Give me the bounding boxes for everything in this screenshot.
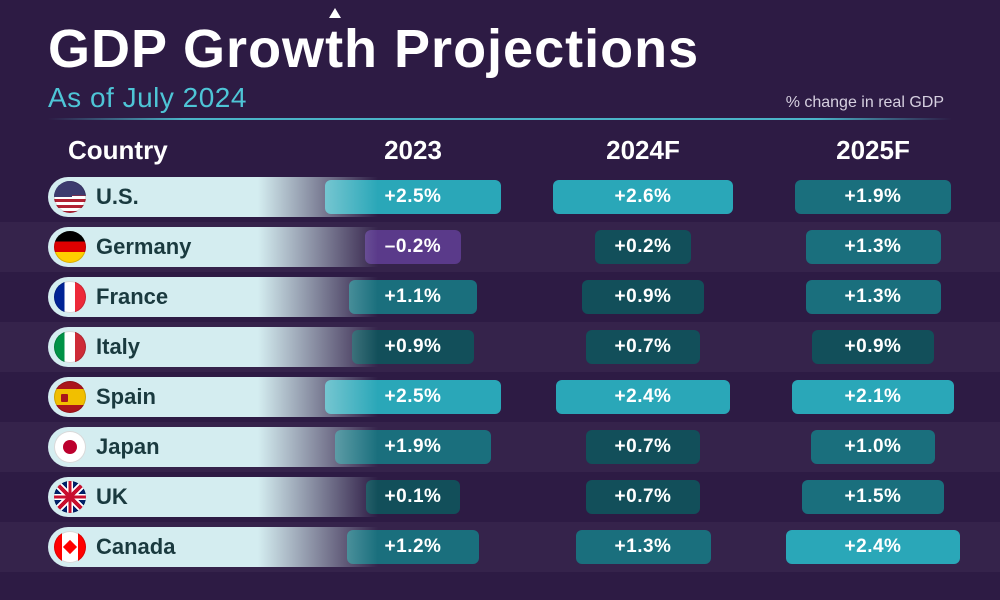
value-pill: +0.7%	[586, 430, 700, 464]
country-name: Spain	[96, 384, 156, 410]
value-cell: +0.9%	[528, 280, 758, 314]
value-pill: +1.3%	[806, 230, 941, 264]
value-cell: +0.7%	[528, 480, 758, 514]
table-row: Italy+0.9%+0.7%+0.9%	[0, 322, 1000, 372]
country-cell: Spain	[48, 377, 258, 417]
value-pill: +0.7%	[586, 480, 700, 514]
country-name: Japan	[96, 434, 160, 460]
value-pill: +0.2%	[595, 230, 692, 264]
table-row: Canada+1.2%+1.3%+2.4%	[0, 522, 1000, 572]
value-cell: +0.7%	[528, 430, 758, 464]
value-cell: +1.5%	[758, 480, 988, 514]
table-body: U.S.+2.5%+2.6%+1.9%Germany–0.2%+0.2%+1.3…	[0, 172, 1000, 572]
es-flag-icon	[54, 381, 86, 413]
value-pill: –0.2%	[365, 230, 462, 264]
subtitle-row: As of July 2024 % change in real GDP	[0, 80, 1000, 114]
col-2024f: 2024F	[528, 135, 758, 166]
table-row: Spain+2.5%+2.4%+2.1%	[0, 372, 1000, 422]
note: % change in real GDP	[786, 94, 944, 112]
value-cell: +1.0%	[758, 430, 988, 464]
country-name: U.S.	[96, 184, 139, 210]
value-cell: +0.9%	[758, 330, 988, 364]
fr-flag-icon	[54, 281, 86, 313]
value-pill: +2.4%	[556, 380, 729, 414]
title-text-pre: GDP Grow	[48, 19, 325, 79]
country-name: UK	[96, 484, 128, 510]
country-cell: France	[48, 277, 258, 317]
value-pill: +1.3%	[806, 280, 941, 314]
jp-flag-icon	[54, 431, 86, 463]
subtitle: As of July 2024	[48, 82, 247, 114]
value-cell: +2.4%	[758, 530, 988, 564]
value-pill: +1.9%	[795, 180, 951, 214]
table-header: Country 2023 2024F 2025F	[0, 128, 1000, 172]
country-name: Italy	[96, 334, 140, 360]
value-pill: +0.1%	[366, 480, 459, 514]
value-cell: +1.3%	[528, 530, 758, 564]
country-cell: Germany	[48, 227, 258, 267]
col-2025f: 2025F	[758, 135, 988, 166]
table-row: UK +0.1% +0.7% +1.5%	[0, 472, 1000, 522]
value-cell: +1.9%	[758, 180, 988, 214]
value-pill: +0.9%	[582, 280, 703, 314]
it-flag-icon	[54, 331, 86, 363]
title-arrow-letter: t	[325, 18, 344, 80]
country-cell: Canada	[48, 527, 258, 567]
col-2023: 2023	[298, 135, 528, 166]
page-title: GDP Growth Projections	[0, 0, 1000, 80]
us-flag-icon	[54, 181, 86, 213]
table-row: France+1.1%+0.9%+1.3%	[0, 272, 1000, 322]
value-cell: +2.6%	[528, 180, 758, 214]
divider	[48, 118, 952, 120]
value-pill: +1.0%	[811, 430, 936, 464]
value-cell: +0.7%	[528, 330, 758, 364]
country-cell: Japan	[48, 427, 258, 467]
country-name: Germany	[96, 234, 191, 260]
value-cell: +2.4%	[528, 380, 758, 414]
country-cell: Italy	[48, 327, 258, 367]
value-pill: +2.4%	[786, 530, 959, 564]
value-pill: +2.1%	[792, 380, 955, 414]
value-pill: +2.6%	[553, 180, 733, 214]
value-cell: +2.1%	[758, 380, 988, 414]
value-pill: +0.9%	[812, 330, 933, 364]
title-text-post: h Projections	[344, 19, 699, 79]
value-pill: +1.3%	[576, 530, 711, 564]
table-row: U.S.+2.5%+2.6%+1.9%	[0, 172, 1000, 222]
value-pill: +1.5%	[802, 480, 944, 514]
col-country: Country	[48, 135, 298, 166]
value-cell: +1.3%	[758, 280, 988, 314]
value-cell: +1.3%	[758, 230, 988, 264]
country-cell: U.S.	[48, 177, 258, 217]
gdp-table: Country 2023 2024F 2025F U.S.+2.5%+2.6%+…	[0, 128, 1000, 572]
value-cell: +0.2%	[528, 230, 758, 264]
country-name: Canada	[96, 534, 175, 560]
value-pill: +0.7%	[586, 330, 700, 364]
table-row: Germany –0.2% +0.2% +1.3%	[0, 222, 1000, 272]
uk-flag-icon	[54, 481, 86, 513]
de-flag-icon	[54, 231, 86, 263]
country-name: France	[96, 284, 168, 310]
country-cell: UK	[48, 477, 258, 517]
table-row: Japan+1.9%+0.7%+1.0%	[0, 422, 1000, 472]
ca-flag-icon	[54, 531, 86, 563]
